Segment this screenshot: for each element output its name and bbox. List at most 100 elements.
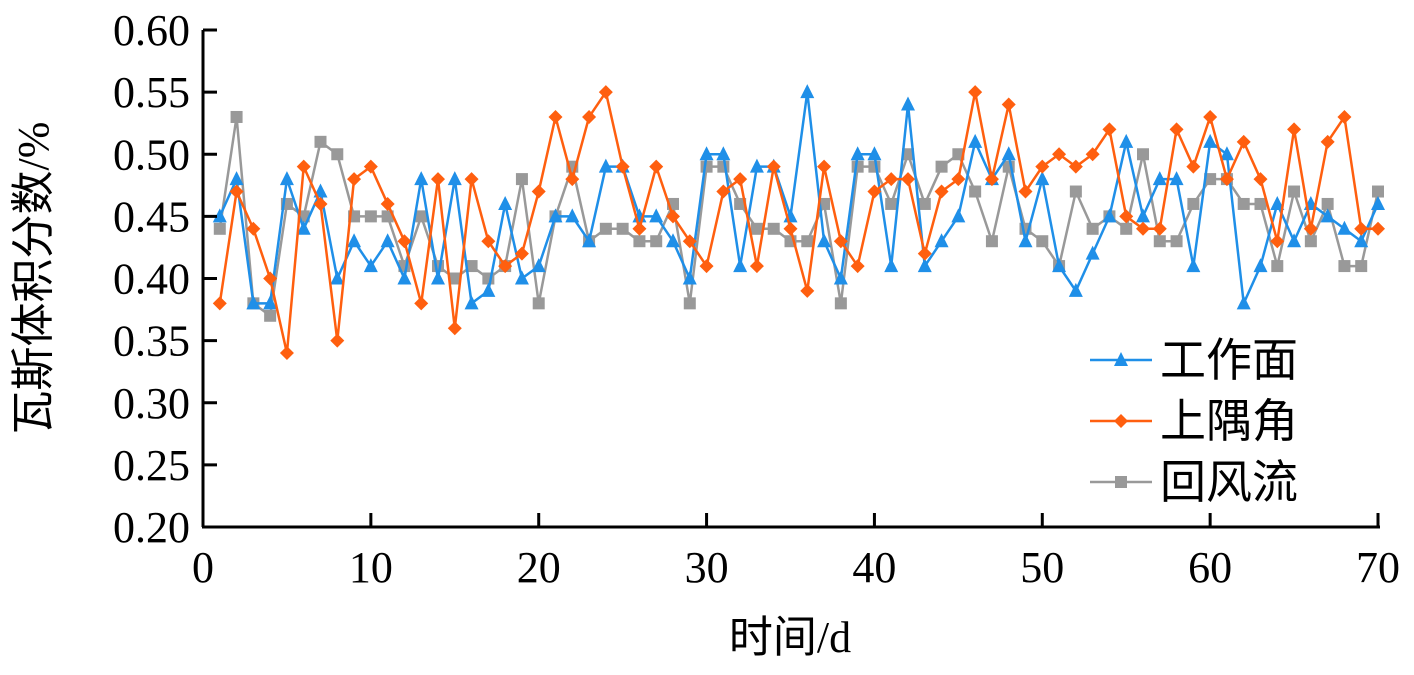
data-point bbox=[1102, 122, 1117, 137]
data-point bbox=[682, 234, 697, 249]
data-point bbox=[1153, 235, 1166, 248]
data-point bbox=[1120, 222, 1133, 235]
data-point bbox=[414, 296, 429, 311]
data-point bbox=[532, 297, 545, 310]
data-point bbox=[447, 321, 462, 336]
legend-item: 回风流 bbox=[1090, 457, 1298, 508]
data-point bbox=[1170, 235, 1183, 248]
data-point bbox=[733, 172, 748, 187]
data-point bbox=[380, 196, 395, 211]
data-point bbox=[363, 159, 378, 174]
data-point bbox=[1254, 197, 1267, 210]
data-point bbox=[1271, 260, 1284, 273]
data-point bbox=[783, 221, 798, 236]
data-point bbox=[901, 172, 915, 187]
data-point bbox=[901, 96, 915, 111]
data-point bbox=[1203, 133, 1218, 148]
data-point bbox=[867, 146, 882, 161]
legend-marker bbox=[1114, 414, 1128, 428]
data-point bbox=[884, 172, 899, 187]
data-point bbox=[1270, 234, 1285, 249]
data-point bbox=[1085, 245, 1100, 260]
data-point bbox=[531, 184, 546, 199]
data-point bbox=[1052, 147, 1067, 162]
data-point bbox=[582, 233, 597, 248]
data-point bbox=[1337, 109, 1352, 124]
data-point bbox=[465, 260, 478, 273]
data-point bbox=[968, 133, 983, 148]
data-point bbox=[1304, 235, 1317, 248]
data-point bbox=[817, 159, 832, 174]
data-point bbox=[801, 235, 814, 248]
data-point bbox=[1337, 220, 1352, 235]
data-point bbox=[767, 222, 780, 235]
data-point bbox=[918, 197, 931, 210]
data-point bbox=[1102, 208, 1117, 223]
data-point bbox=[616, 222, 629, 235]
x-ticks: 0 10 20 30 40 50 60 70 bbox=[192, 513, 1400, 592]
data-point bbox=[330, 333, 345, 348]
data-point bbox=[817, 233, 832, 248]
data-point bbox=[1253, 172, 1268, 187]
data-point bbox=[682, 270, 697, 285]
data-point bbox=[1052, 258, 1067, 273]
data-point bbox=[969, 185, 982, 198]
y-tick-label: 0.20 bbox=[113, 503, 190, 552]
data-point bbox=[935, 160, 948, 173]
data-point bbox=[650, 235, 663, 248]
y-axis-label: 瓦斯体积分数/% bbox=[9, 122, 58, 435]
x-tick-label: 10 bbox=[349, 543, 393, 592]
data-point bbox=[582, 109, 597, 124]
data-point bbox=[1303, 221, 1318, 236]
y-tick-label: 0.35 bbox=[113, 317, 190, 366]
data-point bbox=[884, 258, 899, 273]
data-point bbox=[431, 270, 445, 285]
data-point bbox=[1169, 122, 1184, 137]
data-point bbox=[296, 159, 311, 174]
x-tick-label: 20 bbox=[517, 543, 561, 592]
x-tick-label: 30 bbox=[685, 543, 729, 592]
x-tick-label: 60 bbox=[1188, 543, 1232, 592]
series-line bbox=[218, 91, 1380, 309]
data-point bbox=[850, 146, 865, 161]
data-point bbox=[447, 171, 462, 186]
data-point bbox=[934, 233, 949, 248]
data-point bbox=[514, 270, 529, 285]
data-point bbox=[229, 184, 244, 199]
data-point bbox=[1320, 208, 1335, 223]
data-point bbox=[867, 184, 882, 199]
legend-label: 工作面 bbox=[1160, 335, 1298, 386]
series-triangle bbox=[212, 84, 1385, 310]
data-point bbox=[951, 172, 966, 187]
data-point bbox=[314, 135, 327, 148]
data-point bbox=[212, 296, 227, 311]
data-point bbox=[432, 260, 444, 273]
legend-item: 工作面 bbox=[1090, 335, 1298, 386]
data-point bbox=[632, 221, 647, 236]
data-point bbox=[230, 110, 243, 123]
data-point bbox=[1219, 146, 1234, 161]
data-point bbox=[749, 259, 764, 274]
data-point bbox=[464, 172, 479, 187]
data-point bbox=[834, 297, 847, 310]
data-point bbox=[263, 295, 278, 310]
data-point bbox=[1371, 195, 1385, 210]
data-point bbox=[716, 146, 731, 161]
data-point bbox=[1236, 295, 1251, 310]
data-point bbox=[1035, 159, 1050, 174]
y-tick-label: 0.45 bbox=[113, 192, 190, 241]
data-point bbox=[481, 234, 496, 249]
legend-item: 上隅角 bbox=[1090, 396, 1298, 447]
data-point bbox=[984, 172, 999, 187]
data-point bbox=[1018, 184, 1033, 199]
data-point bbox=[548, 208, 563, 223]
data-point bbox=[1253, 258, 1268, 273]
legend-marker bbox=[1115, 476, 1127, 488]
data-point bbox=[1287, 233, 1302, 248]
data-point bbox=[598, 85, 613, 100]
data-point bbox=[212, 208, 227, 223]
data-point bbox=[514, 246, 529, 261]
data-point bbox=[313, 196, 328, 211]
data-point bbox=[498, 195, 513, 210]
